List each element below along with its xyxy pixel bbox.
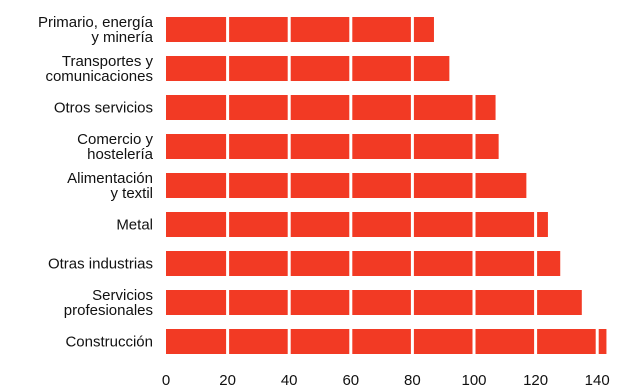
category-label-7-line-0: Servicios xyxy=(92,287,153,304)
bar-6 xyxy=(166,251,561,276)
category-label-1-line-1: comunicaciones xyxy=(45,68,153,85)
category-label-5-line-0: Metal xyxy=(116,217,153,234)
x-tick-label-1: 20 xyxy=(219,372,236,389)
x-tick-label-2: 40 xyxy=(281,372,298,389)
category-label-7-line-1: profesionales xyxy=(64,302,153,319)
bar-0 xyxy=(166,17,434,42)
x-tick-label-3: 60 xyxy=(342,372,359,389)
category-label-1-line-0: Transportes y xyxy=(62,53,154,70)
bar-3 xyxy=(166,134,499,159)
category-label-6-line-0: Otras industrias xyxy=(48,256,153,273)
category-label-3-line-0: Comercio y xyxy=(77,131,153,148)
bars-layer xyxy=(166,17,607,354)
bar-1 xyxy=(166,56,450,81)
x-tick-label-4: 80 xyxy=(404,372,421,389)
x-tick-label-7: 140 xyxy=(585,372,610,389)
category-label-2-line-0: Otros servicios xyxy=(54,100,153,117)
category-label-4-line-0: Alimentación xyxy=(67,170,153,187)
category-label-3-line-1: hostelería xyxy=(87,146,154,163)
category-label-4-line-1: y textil xyxy=(110,185,153,202)
bar-7 xyxy=(166,290,582,315)
category-label-0-line-0: Primario, energía xyxy=(38,14,154,31)
x-axis-ticks-layer: 0 20 40 60 80 100 120 140 xyxy=(162,372,610,389)
category-label-8-line-0: Construcción xyxy=(65,334,153,351)
bar-2 xyxy=(166,95,496,120)
x-tick-label-6: 120 xyxy=(523,372,548,389)
bar-8 xyxy=(166,329,607,354)
category-label-0-line-1: y minería xyxy=(91,29,153,46)
bar-5 xyxy=(166,212,548,237)
grid-layer xyxy=(226,12,599,360)
bar-4 xyxy=(166,173,527,198)
x-tick-label-5: 100 xyxy=(461,372,486,389)
x-tick-label-0: 0 xyxy=(162,372,170,389)
